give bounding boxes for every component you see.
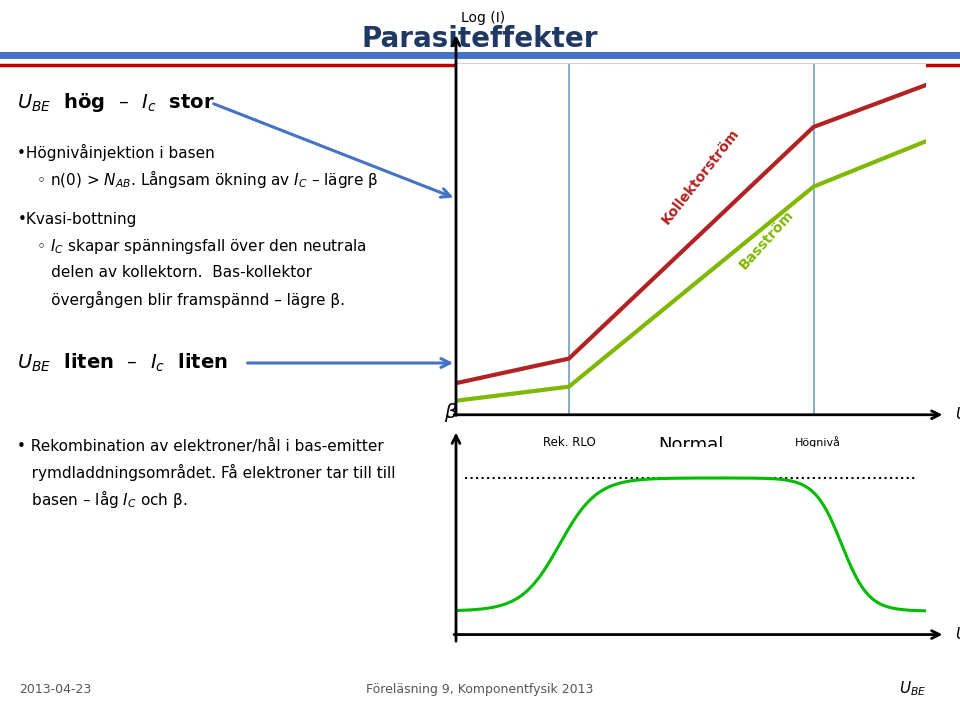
Text: övergången blir framspännd – lägre β.: övergången blir framspännd – lägre β. — [17, 291, 346, 308]
Text: $U_{BE}$  liten  –  $I_c$  liten: $U_{BE}$ liten – $I_c$ liten — [17, 352, 228, 374]
Text: Rek. RLO: Rek. RLO — [542, 436, 595, 449]
Text: basen – låg $I_C$ och β.: basen – låg $I_C$ och β. — [17, 488, 188, 510]
Text: •Kvasi-bottning: •Kvasi-bottning — [17, 212, 136, 228]
Text: ◦ $I_C$ skapar spänningsfall över den neutrala: ◦ $I_C$ skapar spänningsfall över den ne… — [17, 238, 367, 256]
Text: Parasiteffekter: Parasiteffekter — [362, 25, 598, 52]
Text: delen av kollektorn.  Bas-kollektor: delen av kollektorn. Bas-kollektor — [17, 265, 312, 281]
Text: Högnivå
Kvasi-bottning: Högnivå Kvasi-bottning — [778, 436, 858, 459]
Text: Kollektorström: Kollektorström — [660, 125, 742, 226]
Text: 2013-04-23: 2013-04-23 — [19, 683, 91, 696]
Text: $U_{BE}$: $U_{BE}$ — [954, 625, 960, 644]
Text: $U_{BE}$: $U_{BE}$ — [900, 680, 926, 698]
Text: $\beta$: $\beta$ — [444, 401, 458, 424]
Text: ◦ n(0) > $N_{AB}$. Långsam ökning av $I_C$ – lägre β: ◦ n(0) > $N_{AB}$. Långsam ökning av $I_… — [17, 167, 378, 190]
Text: Log (I): Log (I) — [461, 11, 505, 26]
Text: •Högnivåinjektion i basen: •Högnivåinjektion i basen — [17, 144, 215, 161]
Text: Normal: Normal — [659, 436, 724, 454]
Text: Föreläsning 9, Komponentfysik 2013: Föreläsning 9, Komponentfysik 2013 — [367, 683, 593, 696]
Text: • Rekombination av elektroner/hål i bas-emitter: • Rekombination av elektroner/hål i bas-… — [17, 439, 384, 454]
Text: $U_{BE}$: $U_{BE}$ — [954, 406, 960, 424]
Text: Basström: Basström — [736, 207, 797, 272]
Text: rymdladdningsområdet. Få elektroner tar till till: rymdladdningsområdet. Få elektroner tar … — [17, 464, 396, 481]
Text: $U_{BE}$  hög  –  $I_c$  stor: $U_{BE}$ hög – $I_c$ stor — [17, 91, 215, 114]
